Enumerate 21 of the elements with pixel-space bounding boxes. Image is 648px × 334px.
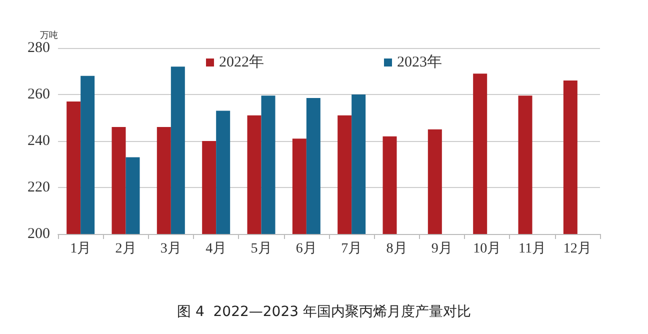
x-tick-label: 3月 xyxy=(160,242,182,256)
legend-label: 2023年 xyxy=(397,54,442,70)
y-tick-label: 240 xyxy=(28,133,50,149)
y-axis-title: 万吨 xyxy=(40,30,58,42)
x-tick-label: 12月 xyxy=(563,242,592,256)
y-tick-label: 200 xyxy=(28,226,50,242)
x-tick-label: 9月 xyxy=(431,242,452,256)
y-tick-label: 280 xyxy=(28,40,50,56)
x-tick-label: 5月 xyxy=(250,242,272,256)
x-tick-label: 7月 xyxy=(341,242,362,256)
x-tick-label: 4月 xyxy=(206,242,227,256)
x-tick-label: 10月 xyxy=(473,242,502,256)
x-tick-label: 1月 xyxy=(70,242,92,256)
y-tick-label: 220 xyxy=(28,180,50,196)
x-tick-label: 8月 xyxy=(386,242,408,256)
y-tick-label: 260 xyxy=(28,86,50,102)
x-tick-label: 6月 xyxy=(296,242,317,256)
legend-label: 2022年 xyxy=(219,54,264,70)
x-tick-label: 11月 xyxy=(518,242,546,256)
x-tick-label: 2月 xyxy=(115,242,136,256)
text: 图 4 2022—2023 年国内聚丙烯月度产量对比 xyxy=(177,304,471,320)
